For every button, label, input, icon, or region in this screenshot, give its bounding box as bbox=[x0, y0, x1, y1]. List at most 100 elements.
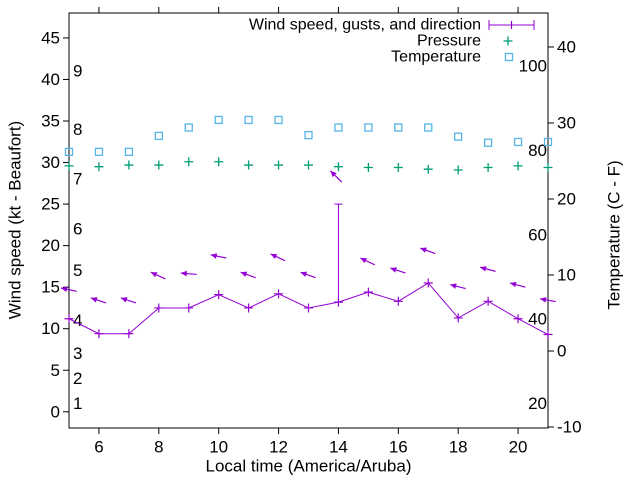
beaufort-scale-label: 5 bbox=[73, 261, 82, 280]
wind-direction-arrow-head bbox=[330, 170, 337, 178]
pressure-point bbox=[274, 160, 284, 170]
beaufort-scale-label: 6 bbox=[73, 220, 82, 239]
temperature-point bbox=[184, 123, 193, 132]
wind-direction-arrow-head bbox=[300, 271, 308, 277]
wind-speed-point bbox=[543, 330, 553, 340]
pressure-point bbox=[483, 163, 493, 173]
y2-axis-tick-label: 20 bbox=[557, 189, 576, 208]
wind-direction-arrow-head bbox=[120, 297, 128, 303]
wind-speed-point bbox=[94, 329, 104, 339]
y-axis-tick-label: 45 bbox=[41, 28, 60, 47]
wind-speed-point bbox=[423, 278, 433, 288]
wind-direction-arrow-head bbox=[150, 272, 158, 278]
y2-axis-tick-label: 0 bbox=[557, 342, 566, 361]
wind-speed-point bbox=[483, 296, 493, 306]
y2-axis-title: Temperature (C - F) bbox=[605, 160, 624, 309]
pressure-point bbox=[543, 163, 553, 173]
pressure-point bbox=[94, 162, 104, 172]
beaufort-scale-label: 7 bbox=[73, 170, 82, 189]
y-axis-tick-label: 35 bbox=[41, 112, 60, 131]
y-axis-tick-label: 0 bbox=[51, 402, 60, 421]
y2-axis-tick-label: 30 bbox=[557, 113, 576, 132]
temperature-point bbox=[214, 115, 223, 125]
y-axis-tick-label: 15 bbox=[41, 278, 60, 297]
pressure-point bbox=[333, 162, 343, 172]
x-axis-tick-label: 6 bbox=[94, 438, 103, 457]
wind-direction-arrow-head bbox=[390, 267, 397, 273]
fahrenheit-scale-label: 80 bbox=[528, 141, 547, 160]
pressure-point bbox=[64, 161, 74, 171]
y2-axis-tick-label: 10 bbox=[557, 265, 576, 284]
wind-speed-point bbox=[64, 314, 74, 324]
wind-speed-point bbox=[393, 296, 403, 306]
wind-direction-arrow-head bbox=[270, 253, 278, 260]
wind-direction-arrow-head bbox=[480, 266, 487, 272]
y-axis-title: Wind speed (kt - Beaufort) bbox=[6, 121, 25, 319]
temperature-point bbox=[154, 131, 163, 141]
beaufort-scale-label: 2 bbox=[73, 369, 82, 388]
pressure-point bbox=[184, 157, 194, 167]
temperature-point bbox=[483, 138, 493, 147]
temperature-point bbox=[543, 137, 553, 147]
y-axis-tick-label: 5 bbox=[51, 361, 60, 380]
beaufort-scale-label: 1 bbox=[73, 394, 82, 413]
wind-direction-arrow-head bbox=[540, 297, 547, 303]
legend-temperature-sample bbox=[504, 52, 514, 62]
x-axis-title: Local time (America/Aruba) bbox=[206, 457, 412, 476]
pressure-point bbox=[124, 160, 134, 170]
wind-speed-point bbox=[154, 303, 164, 313]
wind-speed-point bbox=[453, 313, 463, 323]
temperature-point bbox=[424, 123, 433, 132]
x-axis-tick-label: 12 bbox=[269, 438, 288, 457]
temperature-point bbox=[454, 132, 463, 141]
y-axis-tick-label: 40 bbox=[41, 70, 60, 89]
x-axis-tick-label: 18 bbox=[449, 438, 468, 457]
pressure-point bbox=[244, 160, 254, 170]
y-axis-tick-label: 30 bbox=[41, 153, 60, 172]
pressure-point bbox=[453, 165, 463, 175]
wind-direction-arrow-head bbox=[210, 253, 218, 259]
wind-speed-point bbox=[333, 297, 343, 307]
wind-direction-arrow-head bbox=[360, 258, 367, 264]
wind-direction-arrow-head bbox=[61, 286, 68, 292]
fahrenheit-scale-label: 60 bbox=[528, 225, 547, 244]
legend-label: Wind speed, gusts, and direction bbox=[249, 17, 481, 34]
temperature-point bbox=[304, 130, 313, 140]
pressure-point bbox=[393, 163, 403, 173]
temperature-point bbox=[364, 123, 373, 132]
y-axis-tick-label: 25 bbox=[41, 195, 60, 214]
wind-speed-point bbox=[184, 303, 194, 313]
pressure-point bbox=[513, 161, 523, 171]
temperature-point bbox=[244, 115, 253, 125]
plot-border bbox=[68, 12, 549, 429]
wind-speed-point bbox=[214, 290, 224, 300]
legend-label: Pressure bbox=[417, 33, 481, 50]
temperature-point bbox=[334, 123, 343, 132]
x-axis-tick-label: 20 bbox=[509, 438, 528, 457]
pressure-point bbox=[214, 157, 224, 167]
temperature-point bbox=[513, 137, 523, 147]
beaufort-scale-label: 4 bbox=[73, 311, 82, 330]
fahrenheit-scale-label: 20 bbox=[528, 394, 547, 413]
fahrenheit-scale-label: 40 bbox=[528, 310, 547, 329]
beaufort-scale-label: 9 bbox=[73, 62, 82, 81]
wind-direction-arrow-head bbox=[90, 297, 98, 303]
beaufort-scale-label: 3 bbox=[73, 344, 82, 363]
temperature-point bbox=[94, 147, 104, 157]
temperature-point bbox=[64, 147, 74, 157]
x-axis-tick-label: 14 bbox=[329, 438, 348, 457]
wind-speed-point bbox=[244, 303, 254, 313]
beaufort-scale-label: 8 bbox=[73, 120, 82, 139]
y2-axis-tick-label: 40 bbox=[557, 37, 576, 56]
x-axis-tick-label: 10 bbox=[209, 438, 228, 457]
x-axis-tick-label: 8 bbox=[154, 438, 163, 457]
wind-direction-arrow-head bbox=[240, 271, 248, 277]
temperature-point bbox=[124, 147, 134, 157]
x-axis-tick-label: 16 bbox=[389, 438, 408, 457]
wind-speed-point bbox=[124, 329, 134, 339]
wind-speed-point bbox=[513, 314, 523, 324]
wind-direction-arrow-head bbox=[180, 270, 187, 277]
pressure-point bbox=[363, 163, 373, 173]
wind-direction-arrow-head bbox=[450, 283, 457, 289]
